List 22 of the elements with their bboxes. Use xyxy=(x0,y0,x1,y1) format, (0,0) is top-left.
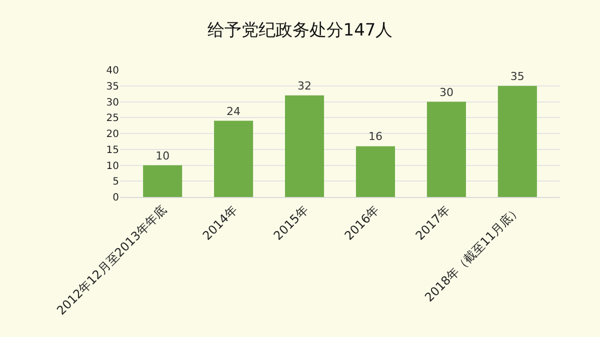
bar xyxy=(426,102,466,197)
y-tick-label: 0 xyxy=(112,192,119,204)
data-label: 24 xyxy=(226,104,241,118)
bar xyxy=(285,95,324,197)
data-label: 32 xyxy=(298,79,312,92)
data-label: 30 xyxy=(439,86,454,99)
bar xyxy=(143,165,182,197)
chart-title: 给予党纪政务处分147人 xyxy=(207,20,393,40)
y-tick-label: 5 xyxy=(112,176,119,188)
y-tick-label: 35 xyxy=(106,81,119,92)
data-label: 10 xyxy=(156,149,170,162)
y-tick-label: 20 xyxy=(106,129,119,140)
bar xyxy=(214,120,254,197)
y-tick-label: 15 xyxy=(106,144,119,156)
data-label: 35 xyxy=(510,70,524,83)
bar xyxy=(356,146,395,197)
y-tick-label: 25 xyxy=(106,113,119,124)
data-label: 16 xyxy=(368,130,382,144)
bar xyxy=(498,86,537,197)
y-tick-label: 30 xyxy=(106,97,119,108)
y-tick-label: 40 xyxy=(106,66,119,76)
y-tick-label: 10 xyxy=(106,160,119,172)
